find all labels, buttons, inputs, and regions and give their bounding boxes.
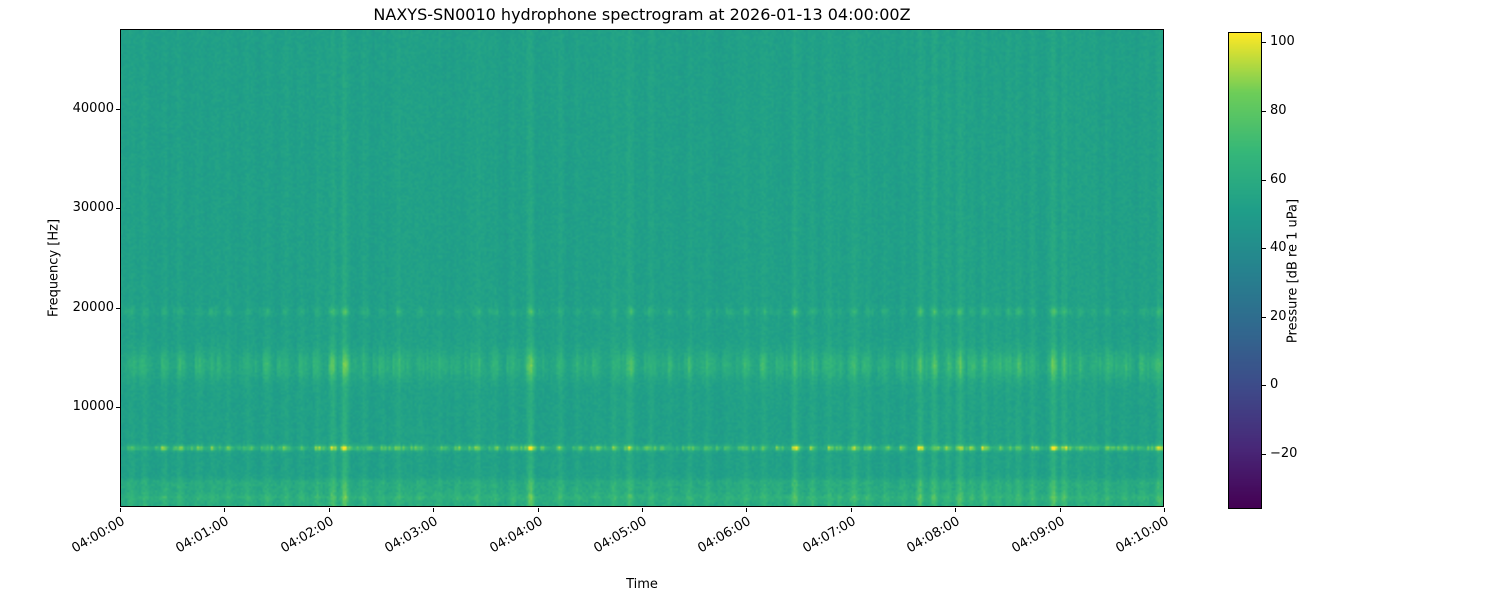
x-tickmark <box>537 508 539 512</box>
x-tick-label: 04:01:00 <box>173 514 232 557</box>
colorbar-tickmark <box>1262 110 1266 112</box>
x-tickmark <box>328 508 330 512</box>
x-tick-label: 04:07:00 <box>800 514 859 557</box>
x-tickmark <box>955 508 957 512</box>
x-tickmark <box>1059 508 1061 512</box>
colorbar-tickmark <box>1262 42 1266 44</box>
colorbar-tick-label: 80 <box>1270 102 1287 118</box>
colorbar-tickmark <box>1262 454 1266 456</box>
colorbar-tick-label: −20 <box>1270 446 1298 462</box>
colorbar-tickmark <box>1262 385 1266 387</box>
plot-area <box>120 29 1164 507</box>
colorbar-gradient <box>1229 33 1261 508</box>
chart-title: NAXYS-SN0010 hydrophone spectrogram at 2… <box>373 5 911 24</box>
x-tickmark <box>850 508 852 512</box>
colorbar-tickmark <box>1262 179 1266 181</box>
spectrogram-image <box>121 30 1163 506</box>
x-tickmark <box>120 508 121 512</box>
y-tickmark <box>116 108 120 110</box>
x-tick-label: 04:10:00 <box>1113 514 1172 557</box>
colorbar-tickmark <box>1262 316 1266 318</box>
y-tickmark <box>116 307 120 309</box>
colorbar-tick-label: 40 <box>1270 240 1287 256</box>
y-tickmark <box>116 208 120 210</box>
y-tick-label: 10000 <box>72 399 114 415</box>
x-tick-label: 04:09:00 <box>1009 514 1068 557</box>
colorbar-label: Pressure [dB re 1 uPa] <box>1285 198 1301 344</box>
y-tickmark <box>116 407 120 409</box>
x-tick-label: 04:00:00 <box>69 514 128 557</box>
x-tickmark <box>224 508 226 512</box>
x-tickmark <box>1164 508 1165 512</box>
colorbar-tickmark <box>1262 248 1266 250</box>
x-tickmark <box>433 508 435 512</box>
colorbar-tick-label: 0 <box>1270 377 1279 393</box>
colorbar <box>1228 32 1262 509</box>
x-tick-label: 04:08:00 <box>904 514 963 557</box>
x-tick-label: 04:02:00 <box>278 514 337 557</box>
x-axis-label: Time <box>626 577 658 592</box>
y-tick-label: 30000 <box>72 200 114 216</box>
y-tick-label: 20000 <box>72 299 114 315</box>
y-tick-label: 40000 <box>72 100 114 116</box>
x-tickmark <box>642 508 643 512</box>
x-tick-label: 04:06:00 <box>695 514 754 557</box>
colorbar-tick-label: 20 <box>1270 308 1287 324</box>
x-tickmark <box>746 508 748 512</box>
colorbar-tick-label: 100 <box>1270 34 1295 50</box>
x-tick-label: 04:05:00 <box>591 514 650 557</box>
colorbar-tick-label: 60 <box>1270 171 1287 187</box>
x-tick-label: 04:03:00 <box>382 514 441 557</box>
y-axis-label: Frequency [Hz] <box>46 218 62 318</box>
x-tick-label: 04:04:00 <box>487 514 546 557</box>
